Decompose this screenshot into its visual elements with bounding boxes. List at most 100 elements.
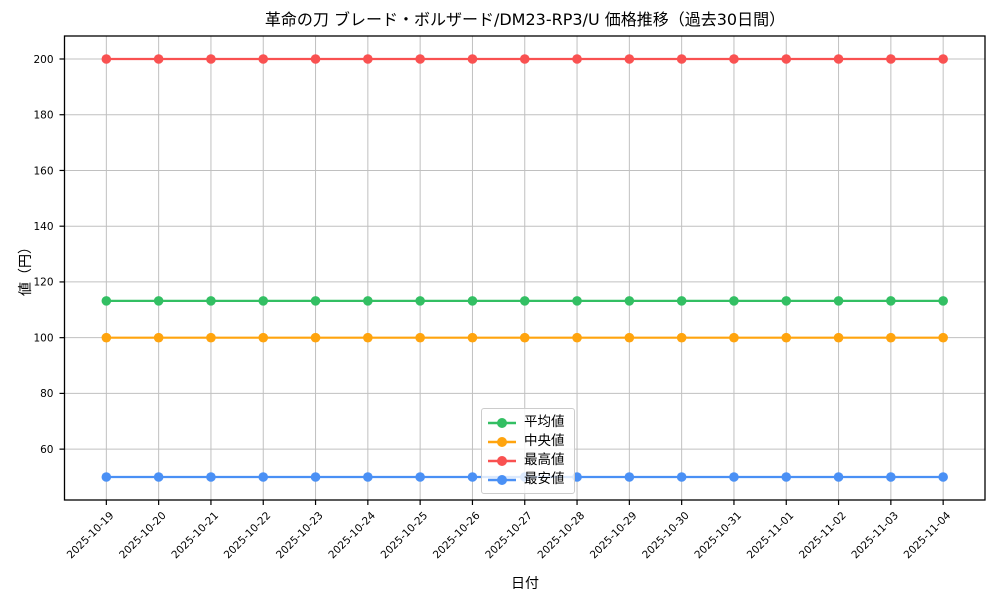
data-point-marker <box>833 332 844 343</box>
data-point-marker <box>310 472 321 482</box>
data-point-marker <box>886 472 896 482</box>
data-point-marker <box>206 472 216 482</box>
x-tick-label: 2025-10-25 <box>379 510 431 562</box>
legend-label: 平均値 <box>524 414 565 430</box>
data-point-marker <box>833 296 844 306</box>
y-tick-label: 160 <box>33 165 53 177</box>
data-point-marker <box>101 54 112 64</box>
data-point-marker <box>258 332 269 343</box>
data-point-marker <box>153 332 164 343</box>
x-tick-label: 2025-10-27 <box>483 510 535 562</box>
legend: 平均値中央値最高値最安値 <box>481 408 575 494</box>
data-point-marker <box>729 472 739 482</box>
data-point-marker <box>310 296 321 306</box>
legend-marker-icon <box>488 455 516 466</box>
data-point-marker <box>886 332 896 343</box>
y-tick-label: 60 <box>40 444 53 456</box>
data-point-marker <box>415 54 425 64</box>
x-tick-label: 2025-10-28 <box>536 510 588 562</box>
data-point-marker <box>467 472 478 482</box>
data-point-marker <box>153 54 164 64</box>
data-point-marker <box>624 296 635 306</box>
data-point-marker <box>833 472 844 482</box>
data-point-marker <box>258 296 269 306</box>
x-tick-label: 2025-10-30 <box>640 510 692 562</box>
legend-item: 最高値 <box>487 451 565 470</box>
data-point-marker <box>729 296 739 306</box>
data-point-marker <box>363 54 373 64</box>
data-point-marker <box>886 296 896 306</box>
legend-marker-icon <box>488 436 516 447</box>
data-point-marker <box>206 296 216 306</box>
data-point-marker <box>310 54 321 64</box>
x-tick-label: 2025-10-19 <box>65 510 117 562</box>
data-point-marker <box>101 332 112 343</box>
data-point-marker <box>101 296 112 306</box>
data-point-marker <box>938 54 948 64</box>
legend-marker-icon <box>488 417 516 428</box>
chart-title: 革命の刀 ブレード・ボルザード/DM23-RP3/U 価格推移（過去30日間） <box>264 10 786 29</box>
data-point-marker <box>415 332 425 343</box>
data-point-marker <box>676 472 687 482</box>
x-tick-label: 2025-10-24 <box>326 509 378 561</box>
x-tick-label: 2025-10-20 <box>117 510 169 562</box>
data-point-marker <box>833 54 844 64</box>
data-point-marker <box>467 296 478 306</box>
data-point-marker <box>258 54 269 64</box>
data-point-marker <box>572 472 582 482</box>
data-point-marker <box>729 54 739 64</box>
data-point-marker <box>467 54 478 64</box>
data-point-marker <box>363 332 373 343</box>
legend-label: 最安値 <box>524 471 565 487</box>
data-point-marker <box>101 472 112 482</box>
y-tick-label: 180 <box>33 110 53 122</box>
x-tick-label: 2025-10-26 <box>431 509 483 561</box>
data-point-marker <box>676 332 687 343</box>
legend-label: 中央値 <box>524 433 565 449</box>
x-tick-label: 2025-11-01 <box>745 510 797 562</box>
data-point-marker <box>938 296 948 306</box>
data-point-marker <box>624 54 635 64</box>
data-point-marker <box>206 54 216 64</box>
data-point-marker <box>781 472 792 482</box>
data-point-marker <box>886 54 896 64</box>
data-point-marker <box>676 54 687 64</box>
data-point-marker <box>415 296 425 306</box>
data-point-marker <box>467 332 478 343</box>
x-tick-label: 2025-10-21 <box>169 510 221 562</box>
y-tick-label: 80 <box>40 388 53 400</box>
x-tick-label: 2025-10-23 <box>274 510 326 562</box>
data-point-marker <box>572 54 582 64</box>
data-point-marker <box>781 296 792 306</box>
data-point-marker <box>206 332 216 343</box>
data-point-marker <box>519 296 530 306</box>
x-tick-label: 2025-11-02 <box>797 510 849 562</box>
data-point-marker <box>624 472 635 482</box>
x-tick-label: 2025-10-29 <box>588 510 640 562</box>
y-tick-label: 140 <box>33 221 53 233</box>
data-point-marker <box>676 296 687 306</box>
data-point-marker <box>310 332 321 343</box>
legend-label: 最高値 <box>524 452 565 468</box>
data-point-marker <box>258 472 269 482</box>
data-point-marker <box>153 472 164 482</box>
x-axis-label: 日付 <box>511 576 539 592</box>
data-point-marker <box>572 296 582 306</box>
x-tick-label: 2025-10-31 <box>692 510 744 562</box>
data-point-marker <box>153 296 164 306</box>
data-point-marker <box>938 332 948 343</box>
legend-item: 平均値 <box>487 413 565 432</box>
data-point-marker <box>415 472 425 482</box>
data-point-marker <box>519 54 530 64</box>
y-tick-label: 100 <box>33 332 53 344</box>
data-point-marker <box>363 296 373 306</box>
x-tick-label: 2025-11-03 <box>849 510 901 562</box>
data-point-marker <box>572 332 582 343</box>
data-point-marker <box>729 332 739 343</box>
legend-marker-icon <box>488 474 516 485</box>
legend-item: 最安値 <box>487 470 565 489</box>
y-tick-label: 200 <box>33 54 53 66</box>
x-tick-label: 2025-11-04 <box>902 509 954 561</box>
